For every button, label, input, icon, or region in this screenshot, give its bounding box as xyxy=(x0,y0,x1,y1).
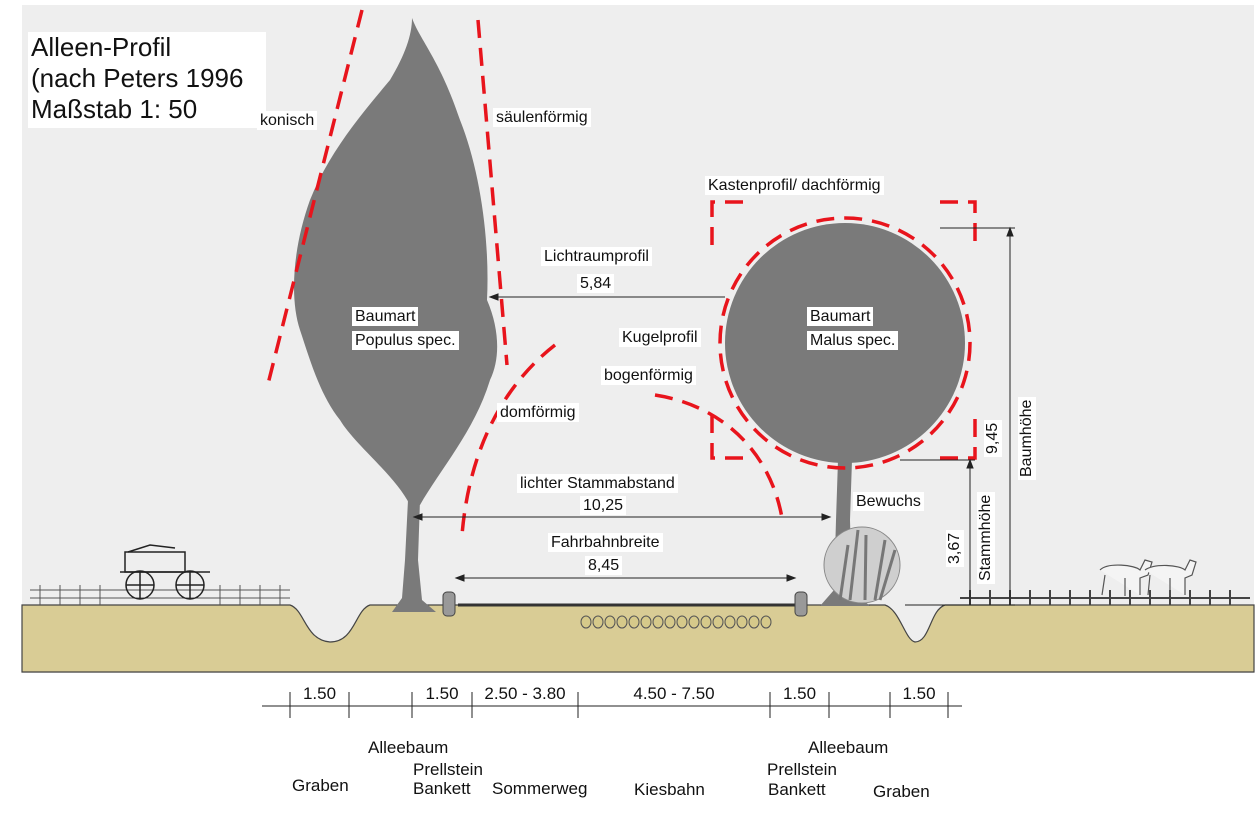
trunk-height-label: Stammhöhe xyxy=(977,491,995,584)
road-width-label: Fahrbahnbreite xyxy=(548,533,663,552)
populus-trunk xyxy=(392,500,436,612)
label-sphere-profile: Kugelprofil xyxy=(619,328,701,347)
scale-shoulder-right: 1.50 xyxy=(782,684,817,703)
zone-bollard-left: Prellstein xyxy=(413,760,483,779)
profile-lines xyxy=(265,9,977,536)
zone-bollard-right: Prellstein xyxy=(767,760,837,779)
right-tree-species: Malus spec. xyxy=(807,331,899,350)
bollard-left xyxy=(442,591,456,617)
gravel-track xyxy=(580,615,772,629)
scale-ditch-right: 1.50 xyxy=(902,684,936,703)
arched-line xyxy=(654,393,784,519)
shrub-growth xyxy=(823,526,901,604)
carriage-sketch xyxy=(120,544,210,600)
populus-crown xyxy=(294,18,498,505)
label-box-profile: Kastenprofil/ dachförmig xyxy=(705,176,884,195)
clearance-value: 5,84 xyxy=(577,274,615,293)
scale-bar xyxy=(262,692,962,718)
title-line-2: (nach Peters 1996 xyxy=(31,63,244,93)
zone-shoulder-right: Bankett xyxy=(768,780,826,799)
dimension-lines xyxy=(412,226,1015,606)
trunk-height-value: 3,67 xyxy=(946,529,964,567)
left-tree-species: Populus spec. xyxy=(352,331,459,350)
right-tree-type: Baumart xyxy=(807,307,874,326)
trunk-spacing-value: 10,25 xyxy=(580,496,627,515)
goats-sketch xyxy=(1099,559,1197,596)
dome-line xyxy=(460,343,557,536)
soil-cross-section xyxy=(21,604,1255,673)
box-line-bottom xyxy=(710,415,977,460)
tree-height-label: Baumhöhe xyxy=(1018,396,1036,480)
left-tree-type: Baumart xyxy=(352,307,419,326)
zone-summer-path: Sommerweg xyxy=(492,779,588,798)
trunk-spacing-label: lichter Stammabstand xyxy=(517,474,678,493)
bollard-right xyxy=(794,591,808,617)
sphere-line xyxy=(718,216,972,470)
fence-right xyxy=(960,590,1250,605)
title-line-3: Maßstab 1: 50 xyxy=(31,94,198,124)
label-arched: bogenförmig xyxy=(601,366,696,385)
clearance-label: Lichtraumprofil xyxy=(541,247,652,266)
growth-label: Bewuchs xyxy=(853,492,924,511)
scale-shoulder-left: 1.50 xyxy=(425,684,459,703)
zone-ditch-right: Graben xyxy=(873,782,930,801)
zone-ditch-left: Graben xyxy=(292,776,349,795)
label-dome: domförmig xyxy=(497,403,579,422)
zone-shoulder-left: Bankett xyxy=(413,779,471,798)
conic-line xyxy=(265,9,364,389)
zone-gravel-track: Kiesbahn xyxy=(634,780,705,799)
zone-avenue-tree-right: Alleebaum xyxy=(808,738,889,757)
tree-height-value: 9,45 xyxy=(984,419,1002,457)
scale-gravel-track: 4.50 - 7.50 xyxy=(633,684,715,703)
label-conic: konisch xyxy=(257,111,318,130)
title-line-1: Alleen-Profil xyxy=(31,32,172,62)
scale-summer-path: 2.50 - 3.80 xyxy=(484,684,566,703)
diagram-title: Alleen-Profil (nach Peters 1996 Maßstab … xyxy=(28,32,266,128)
box-line-top xyxy=(710,200,977,245)
zone-avenue-tree-left: Alleebaum xyxy=(368,738,449,757)
label-columnar: säulenförmig xyxy=(493,108,591,127)
road-width-value: 8,45 xyxy=(585,556,623,575)
columnar-line xyxy=(476,19,509,366)
scale-ditch-left: 1.50 xyxy=(302,684,337,703)
fence-left xyxy=(30,585,290,605)
